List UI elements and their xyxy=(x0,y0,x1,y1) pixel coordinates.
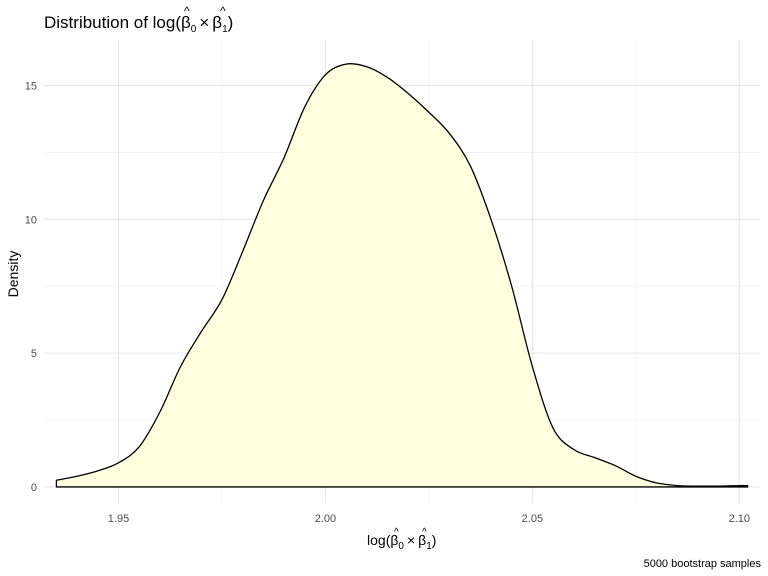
caption: 5000 bootstrap samples xyxy=(644,558,762,570)
y-axis-title: Density xyxy=(5,251,21,298)
density-area xyxy=(55,62,749,488)
y-tick-label: 15 xyxy=(25,80,37,92)
y-tick-label: 0 xyxy=(31,482,37,494)
x-tick-label: 1.95 xyxy=(108,513,129,525)
y-tick-label: 5 xyxy=(31,348,37,360)
y-tick-labels: 0 5 10 15 xyxy=(25,80,37,493)
title-hat-0: ^ xyxy=(184,4,190,18)
title-hat-1: ^ xyxy=(220,4,226,18)
x-tick-label: 2.10 xyxy=(729,513,750,525)
y-tick-label: 10 xyxy=(25,214,37,226)
xlabel-hat-0: ^ xyxy=(394,527,399,538)
x-axis-title: log(β0 × β1) xyxy=(367,532,436,552)
series-layer xyxy=(55,62,749,488)
chart-title: Distribution of log(β0 × β1) xyxy=(44,13,233,35)
x-tick-labels: 1.95 2.00 2.05 2.10 xyxy=(108,513,750,525)
xlabel-hat-1: ^ xyxy=(422,527,427,538)
x-tick-label: 2.00 xyxy=(315,513,336,525)
x-tick-label: 2.05 xyxy=(522,513,543,525)
